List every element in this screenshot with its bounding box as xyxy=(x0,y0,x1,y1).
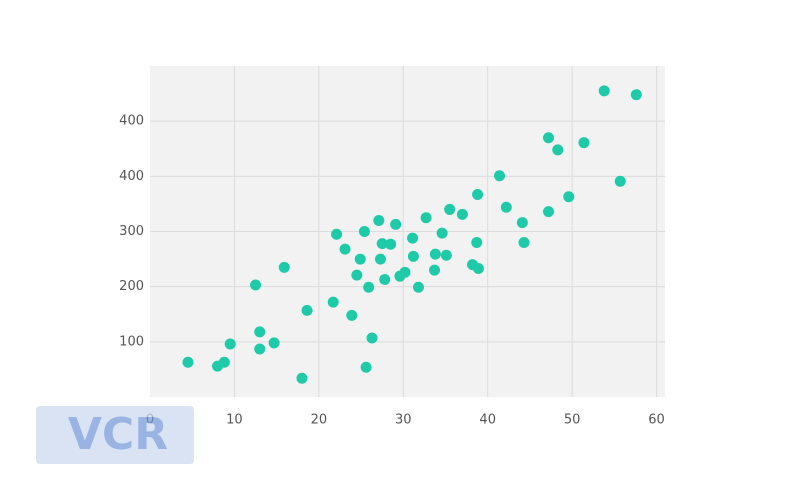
point xyxy=(471,237,483,249)
point xyxy=(390,218,402,230)
x-tick-label: 40 xyxy=(479,413,496,428)
x-tick-label: 20 xyxy=(311,413,328,428)
logo-box xyxy=(36,406,194,464)
y-tick-label: 300 xyxy=(119,224,144,239)
point xyxy=(399,266,411,278)
point xyxy=(339,243,351,255)
point xyxy=(254,343,266,355)
point xyxy=(472,189,484,201)
point xyxy=(412,281,424,293)
point xyxy=(278,261,290,273)
point xyxy=(494,170,506,182)
point xyxy=(407,232,419,244)
point xyxy=(268,337,280,349)
point xyxy=(346,309,358,321)
point xyxy=(354,253,366,265)
point xyxy=(429,248,441,260)
point xyxy=(366,332,378,344)
point xyxy=(224,338,236,350)
x-tick-label: 60 xyxy=(648,413,665,428)
y-tick-label: 200 xyxy=(119,279,144,294)
point xyxy=(500,201,512,213)
point xyxy=(440,249,452,261)
y-tick-label: 100 xyxy=(119,334,144,349)
point xyxy=(563,191,575,203)
x-tick-label: 30 xyxy=(395,413,412,428)
point xyxy=(614,175,626,187)
point xyxy=(429,264,441,276)
point xyxy=(331,228,343,240)
point xyxy=(296,372,308,384)
point xyxy=(552,144,564,156)
y-tick-label: 400 xyxy=(119,114,144,129)
point xyxy=(379,273,391,285)
point xyxy=(351,269,363,281)
x-tick-label: 10 xyxy=(226,413,243,428)
point xyxy=(436,227,448,239)
point xyxy=(301,304,313,316)
point xyxy=(373,214,385,226)
point xyxy=(578,137,590,149)
point xyxy=(598,85,610,97)
point xyxy=(254,326,266,338)
point xyxy=(358,226,370,237)
x-tick-label: 50 xyxy=(564,413,581,428)
point xyxy=(360,361,372,373)
point xyxy=(376,238,388,250)
point xyxy=(518,237,530,249)
point xyxy=(218,356,230,368)
point xyxy=(407,250,419,262)
point xyxy=(374,253,386,265)
point xyxy=(542,132,554,144)
point xyxy=(327,296,339,308)
point xyxy=(182,356,194,368)
point xyxy=(472,262,484,274)
point xyxy=(363,281,375,293)
point xyxy=(444,203,456,215)
watermark-logo: VCR xyxy=(36,406,194,464)
point xyxy=(420,212,432,224)
point xyxy=(542,206,554,218)
point xyxy=(250,279,262,291)
point xyxy=(516,217,528,229)
point xyxy=(385,238,397,250)
y-tick-label: 400 xyxy=(119,169,144,184)
logo-text: VCR xyxy=(68,409,168,460)
point xyxy=(456,208,468,220)
point xyxy=(630,89,642,101)
